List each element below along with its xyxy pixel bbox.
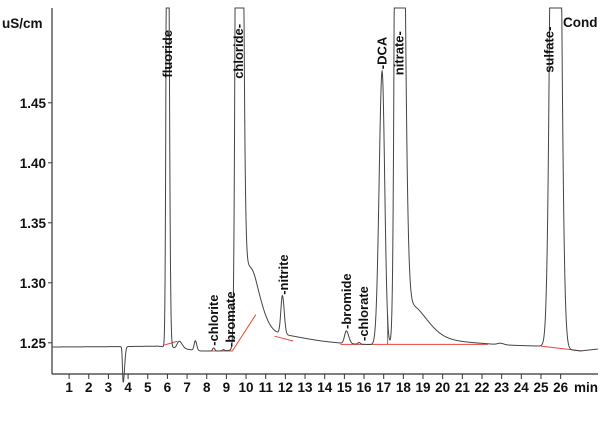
x-tick-label: 13: [298, 380, 314, 395]
peak-label: -chlorate: [356, 286, 371, 341]
x-tick-label: 11: [259, 380, 274, 395]
y-tick-label: 1.40: [20, 156, 46, 171]
x-tick-label: 25: [533, 380, 549, 395]
x-tick-label: 3: [105, 380, 113, 395]
x-tick-labels: 1 2 3 4 5 6 7 8 9 10 11 12 13 14 15 16 17 18 19 20 21 22 23 24 2…: [65, 380, 568, 395]
peak-label: -DCA: [375, 36, 390, 69]
trace-name-label: Cond: [563, 15, 598, 30]
integration-baseline-segment: [231, 314, 257, 352]
peak-label: -nitrite: [276, 254, 291, 294]
x-tick-label: 22: [474, 380, 489, 395]
x-tick-label: 9: [223, 380, 231, 395]
x-axis-unit-label: min: [574, 380, 598, 395]
peak-label: -bromide: [339, 273, 354, 329]
x-tick-label: 7: [183, 380, 191, 395]
x-tick-label: 6: [164, 380, 172, 395]
x-tick-label: 21: [455, 380, 471, 395]
x-tick-label: 15: [337, 380, 353, 395]
x-tick-label: 10: [239, 380, 254, 395]
integration-baseline-segment: [274, 335, 294, 342]
peak-label: sulfate-: [541, 27, 556, 73]
y-tick-label: 1.45: [20, 96, 47, 111]
integration-baseline-segment: [164, 340, 178, 346]
chromatogram-trace-line: [52, 7, 598, 383]
peak-label: -chlorite: [206, 295, 221, 346]
x-tick-label: 16: [357, 380, 373, 395]
y-tick-labels: 1.25 1.30 1.35 1.40 1.45: [20, 96, 47, 351]
y-tick-label: 1.35: [20, 216, 47, 231]
x-tick-label: 12: [278, 380, 293, 395]
y-tick-label: 1.25: [20, 336, 47, 351]
x-tick-label: 1: [65, 380, 73, 395]
x-tick-label: 20: [435, 380, 450, 395]
x-tick-label: 4: [124, 380, 132, 395]
peak-label: chloride-: [231, 24, 246, 79]
axes: [48, 8, 598, 379]
y-tick-label: 1.30: [20, 276, 46, 291]
trace: [52, 7, 598, 383]
x-tick-label: 24: [514, 380, 530, 395]
x-tick-label: 5: [144, 380, 152, 395]
x-tick-label: 14: [317, 380, 333, 395]
x-tick-label: 17: [376, 380, 391, 395]
peak-label: fluoride: [160, 30, 175, 78]
peak-label: nitrate-: [392, 31, 407, 75]
peak-label: -bromate: [223, 291, 238, 347]
x-tick-label: 26: [553, 380, 569, 395]
x-tick-label: 19: [415, 380, 430, 395]
y-axis-unit-label: uS/cm: [2, 16, 43, 31]
x-tick-label: 8: [203, 380, 211, 395]
x-tick-label: 18: [396, 380, 412, 395]
x-tick-label: 23: [494, 380, 510, 395]
x-tick-label: 2: [85, 380, 93, 395]
peak-labels: fluoride -chlorite -bromate chloride- -nitri…: [160, 24, 556, 347]
